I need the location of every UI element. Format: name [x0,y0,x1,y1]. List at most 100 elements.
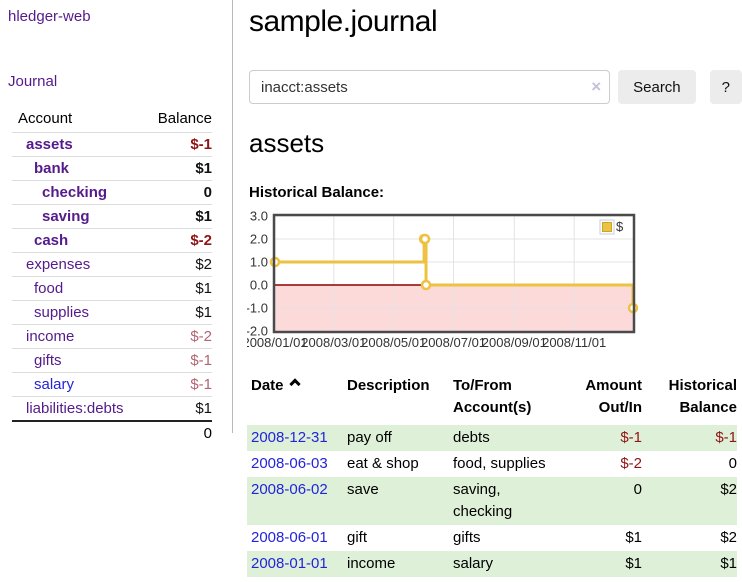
clear-search-icon[interactable]: × [591,77,602,96]
transaction-date-link[interactable]: 2008-01-01 [251,555,328,572]
register-amount-cell: 0 [633,481,642,498]
date-column-header[interactable]: Date [247,374,343,425]
account-balance: $-2 [190,232,212,249]
sidebar-account-link[interactable]: assets [26,136,73,153]
sort-ascending-icon [288,378,301,390]
sidebar-account-link[interactable]: checking [42,184,108,201]
register-balance-cell: $2 [720,481,737,498]
sidebar-account-link[interactable]: supplies [34,304,90,321]
account-row: saving $1 [12,204,212,228]
balance-column-header: Balance [157,110,212,127]
account-balance: $1 [195,208,212,225]
account-row: cash $-2 [12,228,212,252]
transaction-date-link[interactable]: 2008-06-03 [251,455,328,472]
sidebar-item-journal[interactable]: Journal [8,73,58,90]
amount-column-header: Amount Out/In [585,377,642,416]
accounts-column-header: To/From Account(s) [453,377,532,416]
svg-text:3.0: 3.0 [250,210,268,224]
chart-title: Historical Balance: [249,184,385,201]
account-balance: $1 [195,160,212,177]
account-balance: $-1 [190,352,212,369]
sidebar-account-link[interactable]: cash [34,232,69,249]
svg-text:0.0: 0.0 [250,278,268,293]
sidebar-account-link[interactable]: gifts [34,352,62,369]
register-description-cell: save [347,481,379,498]
register-accounts-cell: debts [453,429,490,446]
search-box: × [249,70,611,104]
svg-text:-1.0: -1.0 [247,301,268,316]
account-balance: $-2 [190,328,212,345]
account-row: liabilities:debts $1 [12,396,212,420]
register-row: 2008-01-01 income salary $1 $1 [247,551,737,577]
accounts-total-row: 0 [12,420,212,444]
search-button[interactable]: Search [618,70,696,104]
account-row: bank $1 [12,156,212,180]
total-balance: 0 [203,424,212,442]
account-balance: $1 [195,400,212,417]
svg-text:1.0: 1.0 [250,255,268,270]
register-amount-cell: $1 [625,529,642,546]
register-amount-cell: $1 [625,555,642,572]
register-date-cell: 2008-06-02 [247,477,343,525]
svg-text:2008/07/01: 2008/07/01 [421,335,486,350]
register-accounts-cell: gifts [453,529,481,546]
svg-text:$: $ [616,219,624,234]
sidebar-account-link[interactable]: liabilities:debts [26,400,124,417]
register-date-cell: 2008-01-01 [247,551,343,577]
account-column-header: Account [18,110,73,127]
balance-column-header-main: Historical Balance [668,377,737,416]
register-accounts-cell: food, supplies [453,455,546,472]
account-balance: $1 [195,304,212,321]
account-balance: 0 [203,184,212,201]
svg-text:2.0: 2.0 [250,232,268,247]
account-heading: assets [249,128,325,158]
register-balance-cell: $-1 [715,429,737,446]
register-balance-cell: $2 [720,529,737,546]
transaction-date-link[interactable]: 2008-06-01 [251,529,328,546]
register-accounts-cell: saving, checking [453,481,513,520]
accounts-table: Account Balance assets $-1 bank $1 checking 0… [12,108,212,444]
svg-text:2008/03/01: 2008/03/01 [301,335,366,350]
register-description-cell: pay off [347,429,392,446]
svg-text:2008/05/01: 2008/05/01 [361,335,426,350]
sidebar-account-link[interactable]: saving [42,208,90,225]
register-row: 2008-06-03 eat & shop food, supplies $-2 0 [247,451,737,477]
transaction-date-link[interactable]: 2008-06-02 [251,481,328,498]
account-row: salary $-1 [12,372,212,396]
search-input[interactable] [249,70,611,104]
register-amount-cell: $-1 [620,429,642,446]
accounts-table-body: assets $-1 bank $1 checking 0 saving $1 cash $-2 e… [12,132,212,420]
sidebar-account-link[interactable]: salary [34,376,75,393]
register-balance-cell: $1 [720,555,737,572]
account-row: gifts $-1 [12,348,212,372]
svg-text:2008/09/01: 2008/09/01 [482,335,547,350]
account-row: expenses $2 [12,252,212,276]
register-description-cell: eat & shop [347,455,419,472]
search-form: × Search ? [249,70,742,104]
account-balance: $-1 [190,136,212,153]
sidebar: hledger-web Journal Account Balance asse… [0,0,233,442]
sidebar-account-link[interactable]: expenses [26,256,91,273]
register-description-cell: gift [347,529,368,546]
app-title-link[interactable]: hledger-web [8,8,91,25]
register-date-cell: 2008-06-01 [247,525,343,551]
sidebar-account-link[interactable]: food [34,280,64,297]
account-balance: $1 [195,280,212,297]
register-amount-cell: $-2 [620,455,642,472]
balance-chart: 3.0 2.0 1.0 0.0 -1.0 -2.02008/01/012008/03/01… [247,210,639,350]
register-date-cell: 2008-12-31 [247,425,343,451]
register-table: Date Description To/From Account(s) Amou… [247,374,737,577]
register-table-body: 2008-12-31 pay off debts $-1 $-1 2008-06-03 ea… [247,425,737,577]
account-balance: $-1 [190,376,212,393]
sidebar-account-link[interactable]: bank [34,160,70,177]
help-button[interactable]: ? [709,70,742,104]
account-row: income $-2 [12,324,212,348]
page-title: sample.journal [249,5,438,38]
register-balance-cell: 0 [728,455,737,472]
transaction-date-link[interactable]: 2008-12-31 [251,429,328,446]
account-row: supplies $1 [12,300,212,324]
svg-text:-2.0: -2.0 [247,324,268,339]
description-column-header: Description [347,377,430,394]
sidebar-account-link[interactable]: income [26,328,75,345]
main-content: sample.journal × Search ? assets Histori… [247,0,742,577]
